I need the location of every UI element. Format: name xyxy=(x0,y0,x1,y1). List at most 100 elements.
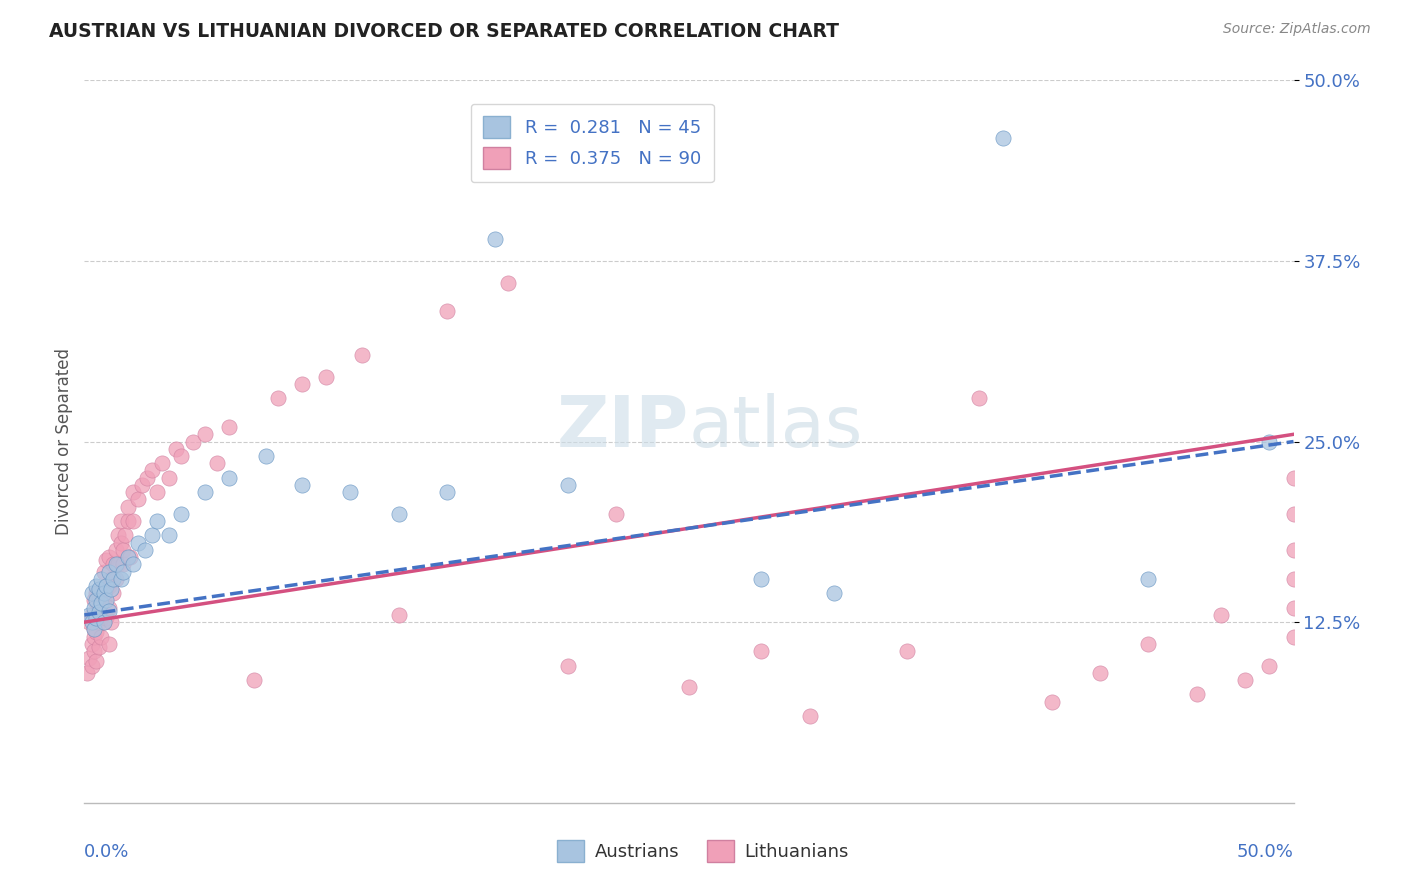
Point xyxy=(967,391,990,405)
Point xyxy=(121,558,143,572)
Point xyxy=(993,131,1015,145)
Point xyxy=(87,593,110,607)
Point xyxy=(93,586,115,600)
Point xyxy=(77,615,100,630)
Point xyxy=(315,369,337,384)
Point xyxy=(823,586,845,600)
Point xyxy=(1137,572,1160,586)
Point xyxy=(436,304,458,318)
Point xyxy=(136,470,159,484)
Point xyxy=(100,615,122,630)
Point xyxy=(104,542,127,557)
Text: atlas: atlas xyxy=(689,392,863,461)
Point xyxy=(1185,687,1208,701)
Point xyxy=(751,572,773,586)
Point xyxy=(117,550,139,565)
Point xyxy=(388,607,411,622)
Point xyxy=(170,449,193,463)
Point xyxy=(86,579,108,593)
Point xyxy=(496,276,519,290)
Point xyxy=(90,586,112,600)
Point xyxy=(87,605,110,619)
Point xyxy=(1040,695,1063,709)
Point xyxy=(117,500,139,514)
Point xyxy=(157,470,180,484)
Point xyxy=(181,434,204,449)
Text: ZIP: ZIP xyxy=(557,392,689,461)
Point xyxy=(86,607,108,622)
Point xyxy=(112,558,135,572)
Point xyxy=(605,507,627,521)
Point xyxy=(93,565,115,579)
Point xyxy=(751,644,773,658)
Point xyxy=(1282,470,1305,484)
Point xyxy=(165,442,187,456)
Point xyxy=(110,572,132,586)
Legend: R =  0.281   N = 45, R =  0.375   N = 90: R = 0.281 N = 45, R = 0.375 N = 90 xyxy=(471,103,714,182)
Text: AUSTRIAN VS LITHUANIAN DIVORCED OR SEPARATED CORRELATION CHART: AUSTRIAN VS LITHUANIAN DIVORCED OR SEPAR… xyxy=(49,22,839,41)
Point xyxy=(150,456,173,470)
Point xyxy=(141,528,163,542)
Point xyxy=(83,630,105,644)
Point xyxy=(107,528,129,542)
Point xyxy=(117,514,139,528)
Point xyxy=(114,528,136,542)
Point xyxy=(134,542,156,557)
Point xyxy=(1234,673,1257,687)
Point xyxy=(1282,542,1305,557)
Point xyxy=(77,651,100,665)
Point xyxy=(90,596,112,610)
Point xyxy=(97,550,120,565)
Point xyxy=(112,565,135,579)
Point xyxy=(86,625,108,640)
Legend: Austrians, Lithuanians: Austrians, Lithuanians xyxy=(550,833,856,870)
Point xyxy=(352,348,374,362)
Point xyxy=(1088,665,1111,680)
Point xyxy=(100,582,122,596)
Point xyxy=(254,449,277,463)
Point xyxy=(121,514,143,528)
Point xyxy=(97,600,120,615)
Point xyxy=(131,478,153,492)
Point xyxy=(112,542,135,557)
Point xyxy=(87,615,110,630)
Point xyxy=(170,507,193,521)
Point xyxy=(1282,507,1305,521)
Point xyxy=(94,582,117,596)
Point xyxy=(157,528,180,542)
Point xyxy=(93,593,115,607)
Point xyxy=(242,673,264,687)
Point xyxy=(86,654,108,668)
Point xyxy=(77,607,100,622)
Point xyxy=(94,579,117,593)
Point xyxy=(121,485,143,500)
Point xyxy=(86,593,108,607)
Point xyxy=(94,611,117,625)
Point xyxy=(194,427,217,442)
Point xyxy=(100,572,122,586)
Point xyxy=(1258,658,1281,673)
Point xyxy=(87,640,110,654)
Point xyxy=(896,644,918,658)
Point xyxy=(1258,434,1281,449)
Point xyxy=(80,607,103,622)
Point xyxy=(291,376,314,391)
Text: Source: ZipAtlas.com: Source: ZipAtlas.com xyxy=(1223,22,1371,37)
Point xyxy=(86,586,108,600)
Point xyxy=(97,637,120,651)
Point xyxy=(339,485,361,500)
Point xyxy=(127,535,149,549)
Point xyxy=(557,658,579,673)
Point xyxy=(799,709,821,723)
Point xyxy=(76,665,98,680)
Point xyxy=(86,611,108,625)
Point xyxy=(94,553,117,567)
Point xyxy=(90,611,112,625)
Point xyxy=(97,565,120,579)
Point xyxy=(146,514,169,528)
Point xyxy=(218,420,240,434)
Point xyxy=(93,615,115,630)
Point xyxy=(127,492,149,507)
Point xyxy=(80,658,103,673)
Point xyxy=(80,615,103,630)
